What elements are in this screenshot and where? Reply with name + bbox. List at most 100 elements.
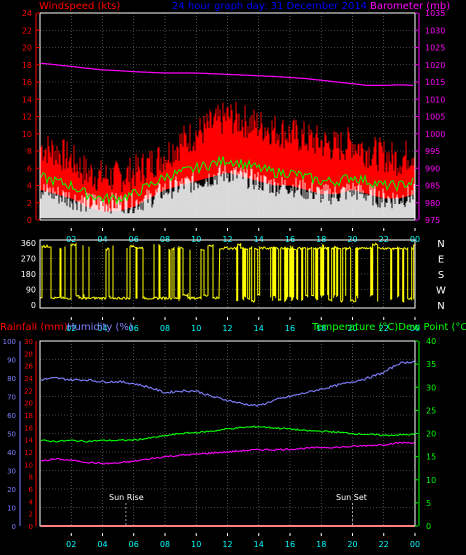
temp-xtick-label: 20 xyxy=(347,540,357,549)
temp-ytick-label: 10 xyxy=(426,476,436,485)
dir-xtick-label: 06 xyxy=(129,324,139,333)
wind-ytick-label: 22 xyxy=(22,26,32,35)
baro-ytick-label: 980 xyxy=(425,199,440,208)
wind-ytick-label: 16 xyxy=(22,78,32,87)
temp-xtick-label: 10 xyxy=(191,540,201,549)
dir-ytick-label: 0 xyxy=(31,301,36,310)
humidity-ytick-label: 20 xyxy=(7,486,16,494)
rain-ytick-label: 22 xyxy=(24,387,33,395)
temp-xtick-label: 00 xyxy=(410,540,420,549)
humidity-ytick-label: 10 xyxy=(7,505,16,513)
dew-point-line xyxy=(40,441,415,465)
humidity-line xyxy=(40,360,415,407)
humidity-ytick-label: 40 xyxy=(7,449,16,457)
dir-xtick-label: 12 xyxy=(222,324,232,333)
humidity-ytick-label: 100 xyxy=(3,338,16,346)
temp-ytick-label: 0 xyxy=(426,522,431,531)
dir-ytick-label: 180 xyxy=(21,270,36,279)
temp-ytick-label: 5 xyxy=(426,499,431,508)
wind-panel: 0246810121416182022249759809859909951000… xyxy=(22,9,446,244)
baro-ytick-label: 1005 xyxy=(425,113,445,122)
wind-ytick-label: 24 xyxy=(22,9,32,18)
wind-ytick-label: 18 xyxy=(22,61,32,70)
humidity-axis-label: Humidity (%) xyxy=(67,322,133,333)
baro-ytick-label: 1020 xyxy=(425,61,445,70)
temp-xtick-label: 22 xyxy=(379,540,389,549)
wind-ytick-label: 14 xyxy=(22,95,32,104)
compass-label: N xyxy=(437,301,444,312)
dir-xtick-label: 20 xyxy=(347,324,357,333)
wind-ytick-label: 20 xyxy=(22,44,32,53)
temp-ytick-label: 25 xyxy=(426,406,436,415)
temp-ytick-label: 30 xyxy=(426,383,436,392)
rain-ytick-label: 20 xyxy=(24,400,33,408)
temperature-panel: 0102030405060708090100024681012141618202… xyxy=(3,337,437,549)
wind-ytick-label: 10 xyxy=(22,130,32,139)
humidity-ytick-label: 0 xyxy=(12,523,16,531)
temperature-line xyxy=(40,425,415,443)
dir-xtick-label: 16 xyxy=(285,324,295,333)
dir-xtick-label: 18 xyxy=(316,324,326,333)
barometer-line xyxy=(40,62,414,87)
temp-ytick-label: 40 xyxy=(426,337,436,346)
rain-ytick-label: 6 xyxy=(29,486,34,494)
wind-ytick-label: 8 xyxy=(27,147,32,156)
dir-xtick-label: 22 xyxy=(379,324,389,333)
temp-xtick-label: 04 xyxy=(97,540,107,549)
dir-xtick-label: 04 xyxy=(97,324,107,333)
graph-title: 24 hour graph day: 31 December 2014 xyxy=(172,1,367,12)
baro-ytick-label: 990 xyxy=(425,164,440,173)
wind-ytick-label: 6 xyxy=(27,164,32,173)
temp-xtick-label: 12 xyxy=(222,540,232,549)
rain-ytick-label: 18 xyxy=(24,412,33,420)
rain-ytick-label: 2 xyxy=(29,511,33,519)
temp-ytick-label: 35 xyxy=(426,360,436,369)
rain-ytick-label: 4 xyxy=(29,498,34,506)
humidity-ytick-label: 80 xyxy=(7,375,16,383)
dir-xtick-label: 02 xyxy=(66,324,76,333)
wind-ytick-label: 12 xyxy=(22,113,32,122)
temp-ytick-label: 15 xyxy=(426,453,436,462)
temperature-axis-label: Temperature (°C)Dew Point (°C) xyxy=(311,322,466,333)
rain-ytick-label: 30 xyxy=(24,338,33,346)
rain-ytick-label: 12 xyxy=(24,449,33,457)
baro-ytick-label: 1015 xyxy=(425,78,445,87)
dir-xtick-label: 00 xyxy=(410,324,420,333)
dir-xtick-label: 14 xyxy=(254,324,264,333)
wind-direction-line xyxy=(39,242,415,304)
rain-ytick-label: 24 xyxy=(24,375,33,383)
rain-ytick-label: 10 xyxy=(24,461,33,469)
rain-ytick-label: 14 xyxy=(24,437,33,445)
temp-ytick-label: 20 xyxy=(426,430,436,439)
temp-xtick-label: 16 xyxy=(285,540,295,549)
humidity-ytick-label: 90 xyxy=(7,357,16,365)
baro-ytick-label: 995 xyxy=(425,147,440,156)
wind-ytick-label: 4 xyxy=(27,182,32,191)
dir-ytick-label: 270 xyxy=(21,255,36,264)
rain-ytick-label: 0 xyxy=(29,523,33,531)
rain-ytick-label: 26 xyxy=(24,363,33,371)
dir-xtick-label: 10 xyxy=(191,324,201,333)
dir-ytick-label: 90 xyxy=(26,286,36,295)
wind-ytick-label: 2 xyxy=(27,199,32,208)
baro-ytick-label: 1000 xyxy=(425,130,445,139)
humidity-ytick-label: 60 xyxy=(7,412,16,420)
sunrise-label: Sun Rise xyxy=(109,493,144,502)
baro-ytick-label: 975 xyxy=(425,216,440,225)
average-wind-line xyxy=(40,155,414,205)
humidity-ytick-label: 70 xyxy=(7,394,16,402)
baro-ytick-label: 985 xyxy=(425,182,440,191)
rain-ytick-label: 16 xyxy=(24,424,33,432)
compass-label: N xyxy=(437,239,444,250)
baro-ytick-label: 1025 xyxy=(425,44,445,53)
compass-label: E xyxy=(438,255,444,266)
temp-xtick-label: 14 xyxy=(254,540,264,549)
windspeed-axis-label: Windspeed (kts) xyxy=(39,1,120,12)
compass-label: W xyxy=(436,286,446,297)
temp-xtick-label: 06 xyxy=(129,540,139,549)
baro-ytick-label: 1035 xyxy=(425,9,445,18)
dir-frame xyxy=(39,239,416,309)
temp-xtick-label: 18 xyxy=(316,540,326,549)
